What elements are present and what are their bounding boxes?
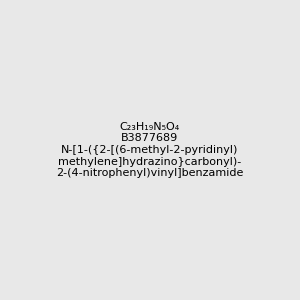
Text: C₂₃H₁₉N₅O₄
B3877689
N-[1-({2-[(6-methyl-2-pyridinyl)
methylene]hydrazino}carbony: C₂₃H₁₉N₅O₄ B3877689 N-[1-({2-[(6-methyl-… xyxy=(56,122,244,178)
